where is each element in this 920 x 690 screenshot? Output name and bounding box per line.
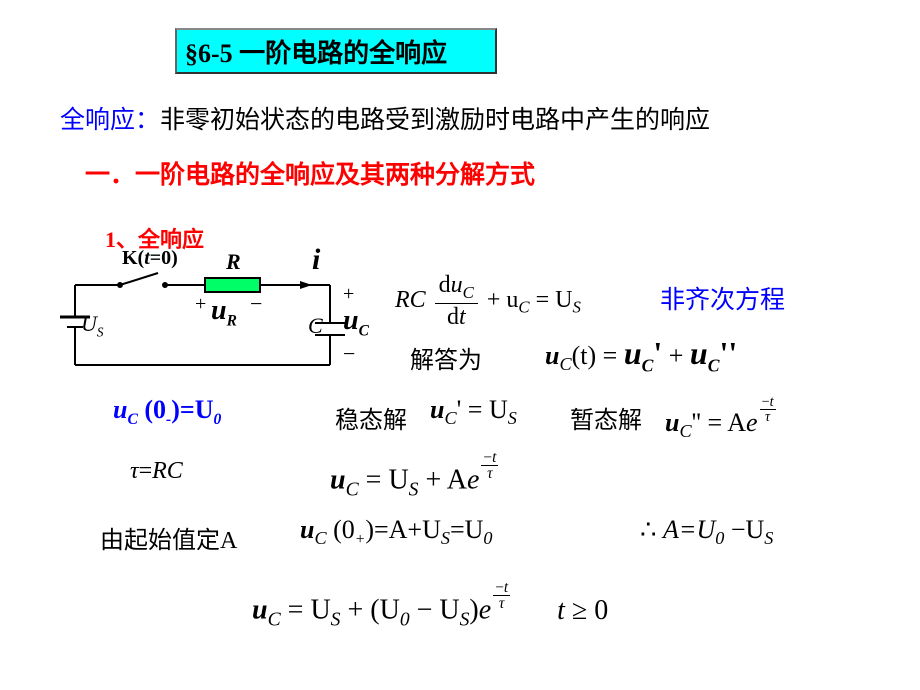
uR-label: uR: [211, 295, 237, 331]
initial-condition: uC (0-)=U0: [113, 395, 221, 429]
solution-equation: uC(t) = uC' + uC'': [545, 335, 737, 376]
definition-line: 全响应：非零初始状态的电路受到激励时电路中产生的响应: [60, 100, 710, 136]
source-label: US: [81, 311, 103, 340]
combined-equation: uC = US + Ae−tτ: [330, 450, 498, 501]
switch-label: K(t=0): [122, 247, 178, 270]
uC-label: uC: [343, 305, 369, 341]
nonhomog-label: 非齐次方程: [660, 280, 785, 316]
uC-minus: −: [343, 341, 355, 367]
solution-label: 解答为: [410, 340, 482, 375]
initial-value-equation: uC (0+)=A+US=U0: [300, 515, 493, 549]
definition-term: 全响应：: [60, 107, 160, 134]
uR-plus: +: [195, 293, 206, 316]
transient-label: 暂态解: [570, 400, 642, 435]
section-heading: 一．一阶电路的全响应及其两种分解方式: [85, 155, 535, 191]
final-equation: uC = US + (U0 − US)e−tτ t ≥ 0: [252, 580, 608, 631]
transient-equation: uC'' = Ae−tτ: [665, 395, 776, 442]
cap-label: C: [308, 313, 323, 339]
current-label: i: [312, 243, 320, 277]
therefore-equation: ∴ A=U0 −US: [640, 515, 773, 549]
steady-label: 稳态解: [335, 400, 407, 435]
steady-equation: uC' = US: [430, 395, 517, 429]
ode-equation: RC duCdt + uC = US: [395, 272, 581, 331]
tau-equation: τ=RC: [130, 458, 183, 485]
circuit-diagram: K(t=0) R i + uR − + C uC − US: [50, 255, 370, 395]
initial-value-label: 由起始值定A: [100, 520, 237, 555]
uC-plus: +: [343, 283, 354, 306]
title-text: §6-5 一阶电路的全响应: [185, 33, 447, 70]
uR-minus: −: [250, 291, 262, 317]
section-title: §6-5 一阶电路的全响应: [175, 28, 497, 74]
resistor-label: R: [226, 249, 241, 275]
definition-body: 非零初始状态的电路受到激励时电路中产生的响应: [160, 107, 710, 134]
